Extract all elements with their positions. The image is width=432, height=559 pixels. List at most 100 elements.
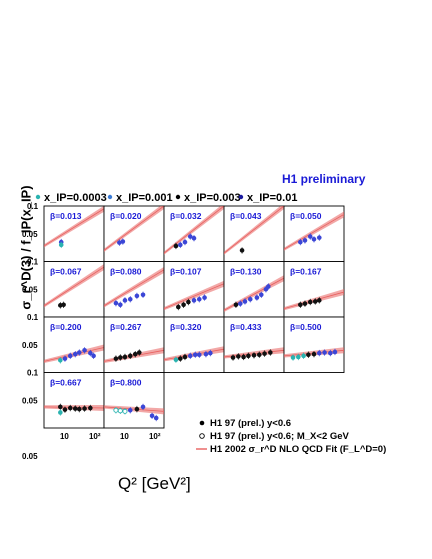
y-tick-label: 0.1	[27, 202, 39, 211]
y-tick-label: 0.1	[27, 258, 39, 267]
beta-label: β=0.080	[110, 267, 142, 277]
data-point	[258, 292, 264, 298]
data-point	[76, 406, 82, 412]
y-tick-label: 0.1	[27, 369, 39, 378]
beta-label: β=0.200	[50, 322, 82, 332]
data-point	[307, 234, 313, 239]
beta-label: β=0.167	[290, 267, 322, 277]
legend-top-label: x_IP=0.01	[247, 192, 297, 204]
data-point	[251, 352, 257, 358]
data-point	[254, 295, 260, 300]
data-point	[118, 355, 123, 360]
fit-band	[164, 280, 224, 311]
panel: β=0.267	[103, 316, 165, 373]
data-point	[312, 299, 318, 304]
data-point	[127, 296, 133, 302]
beta-label: β=0.130	[230, 267, 262, 277]
legend-top-marker	[107, 194, 113, 200]
data-point	[182, 354, 188, 360]
fit-curve	[104, 206, 164, 251]
panel: β=0.013	[43, 205, 105, 262]
data-point	[316, 235, 322, 240]
y-tick-label: 0.05	[22, 396, 38, 405]
data-point-open	[113, 407, 119, 413]
y-tick-label: 0.05	[22, 452, 38, 461]
data-point	[239, 248, 245, 253]
data-point	[322, 350, 327, 355]
fit-curve	[104, 269, 164, 307]
beta-label: β=0.043	[230, 211, 262, 221]
chart-title: H1 preliminary	[282, 172, 366, 186]
data-point	[328, 350, 333, 356]
panel: β=0.080	[103, 261, 165, 318]
beta-label: β=0.267	[110, 322, 142, 332]
data-point	[173, 357, 179, 363]
x-axis-label: Q² [GeV²]	[118, 474, 191, 493]
fit-curve	[44, 208, 104, 247]
panel-frame	[43, 316, 105, 373]
y-axis-label: σ_r^D(3) / f_IP(x_IP)	[18, 185, 34, 310]
panel-frame	[223, 316, 285, 373]
data-point	[196, 352, 202, 358]
data-point	[62, 407, 68, 412]
panel-frame	[43, 372, 105, 429]
y-tick-label: 0.05	[22, 230, 38, 239]
panel-frame	[103, 372, 165, 429]
data-point	[178, 356, 183, 361]
data-point	[242, 299, 248, 304]
beta-label: β=0.032	[170, 211, 202, 221]
legend-top-marker	[35, 194, 41, 200]
panel-frame	[163, 205, 225, 262]
data-point	[241, 354, 246, 360]
data-point	[58, 242, 64, 248]
data-point	[187, 353, 193, 359]
fit-band	[44, 206, 104, 248]
data-point	[306, 352, 311, 358]
legend-bottom-marker	[199, 433, 205, 439]
data-point	[298, 302, 303, 308]
data-point	[307, 299, 313, 305]
data-point	[58, 410, 63, 415]
data-point	[302, 238, 308, 243]
data-point	[113, 300, 119, 306]
data-point	[311, 351, 317, 357]
y-tick-label: 0.1	[27, 313, 39, 322]
data-point	[301, 353, 306, 359]
data-point	[196, 296, 202, 302]
panel: β=0.320	[163, 316, 225, 373]
legend-top-label: x_IP=0.001	[116, 192, 173, 204]
data-point	[186, 299, 191, 305]
data-point	[208, 350, 213, 356]
data-point	[149, 413, 155, 419]
legend-top-label: x_IP=0.003	[184, 192, 241, 204]
legend-bottom-label: H1 97 (prel.) y<0.6; M_X<2 GeV	[210, 431, 350, 442]
data-point	[233, 302, 239, 308]
beta-label: β=0.433	[230, 322, 262, 332]
beta-label: β=0.800	[110, 378, 142, 388]
data-point	[88, 350, 93, 356]
data-point	[176, 304, 181, 310]
data-point	[202, 295, 207, 300]
data-point	[122, 298, 128, 303]
beta-label: β=0.107	[170, 267, 202, 277]
fit-curve	[104, 406, 164, 412]
data-point	[256, 352, 262, 358]
panel: β=0.433	[223, 316, 285, 373]
data-point	[122, 354, 128, 360]
panel: β=0.050	[283, 205, 345, 262]
data-point	[173, 243, 179, 249]
data-point	[262, 351, 267, 356]
data-point	[91, 353, 96, 359]
x-tick-label: 10	[120, 432, 129, 441]
data-point	[236, 354, 241, 359]
panel: β=0.800	[103, 372, 165, 429]
data-point	[72, 406, 78, 411]
data-point	[268, 350, 273, 355]
data-point	[82, 406, 87, 411]
legend-top: x_IP=0.0003 x_IP=0.001 x_IP=0.003 x_IP=0.01	[35, 192, 297, 204]
y-tick-label: 0.05	[22, 341, 38, 350]
legend-bottom-label: H1 2002 σ_r^D NLO QCD Fit (F_L^D=0)	[210, 444, 386, 455]
data-point	[58, 357, 63, 363]
data-point	[298, 239, 303, 245]
